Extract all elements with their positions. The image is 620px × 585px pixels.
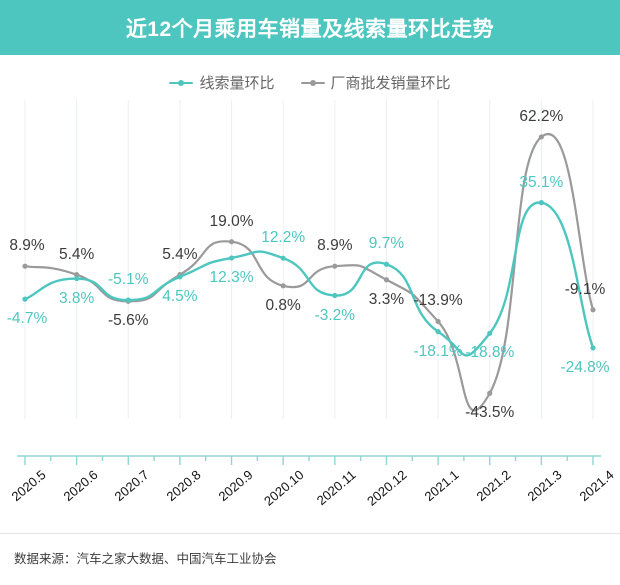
data-label-clue: -3.2%	[314, 306, 356, 324]
chart-plot-area: 8.9% 5.4% -5.6% 5.4% 19.0% 0.8% 8.9% 3.3% -13.9%…	[0, 100, 620, 455]
data-label-clue: -18.8%	[465, 344, 515, 362]
data-point-wholesale[interactable]	[590, 307, 596, 313]
chart-legend: 线索量环比 厂商批发销量环比	[0, 72, 620, 93]
x-axis-tick-label: 2020.11	[313, 467, 359, 509]
data-label-wholesale: -13.9%	[413, 292, 463, 310]
data-point-clue[interactable]	[22, 296, 28, 302]
data-label-clue: -4.7%	[6, 310, 48, 328]
data-point-clue[interactable]	[435, 329, 441, 335]
data-point-clue[interactable]	[383, 261, 390, 267]
source-note: 数据来源：汽车之家大数据、中国汽车工业协会	[14, 552, 277, 566]
data-point-clue[interactable]	[538, 200, 544, 206]
data-point-wholesale[interactable]	[487, 390, 493, 396]
x-axis-tick-label: 2020.8	[163, 467, 204, 505]
data-point-wholesale[interactable]	[435, 318, 441, 325]
data-point-wholesale[interactable]	[332, 263, 338, 269]
data-label-wholesale: 0.8%	[265, 296, 301, 314]
x-axis-line	[17, 455, 601, 465]
header-bar: 近12个月乘用车销量及线索量环比走势	[0, 0, 620, 55]
data-label-clue: 3.8%	[58, 289, 95, 307]
page-title: 近12个月乘用车销量及线索量环比走势	[125, 17, 495, 41]
data-label-clue: 12.2%	[261, 229, 306, 247]
footer-divider	[0, 533, 620, 534]
legend-label: 线索量环比	[199, 75, 275, 92]
data-label-wholesale: -9.1%	[564, 280, 606, 298]
data-label-clue: 35.1%	[519, 173, 564, 191]
data-label-clue: 12.3%	[209, 268, 254, 286]
data-point-clue[interactable]	[177, 274, 183, 280]
series-line-wholesale	[23, 133, 595, 412]
legend-label: 厂商批发销量环比	[330, 75, 451, 92]
legend-line-dot-icon	[169, 77, 194, 89]
x-axis-tick-label: 2021.3	[524, 467, 566, 505]
data-label-wholesale: 5.4%	[162, 245, 198, 263]
data-label-wholesale: -43.5%	[465, 404, 515, 422]
data-point-wholesale[interactable]	[383, 277, 390, 283]
chart-canvas	[22, 100, 596, 419]
x-axis-tick-label: 2021.4	[576, 467, 617, 505]
data-point-wholesale[interactable]	[228, 239, 235, 245]
data-label-wholesale: 62.2%	[519, 107, 564, 125]
data-point-clue[interactable]	[280, 255, 286, 261]
chart-gridlines	[24, 100, 594, 419]
data-label-clue: 4.5%	[162, 287, 198, 305]
data-label-wholesale: 8.9%	[9, 237, 45, 255]
data-point-clue[interactable]	[590, 345, 596, 351]
data-point-clue[interactable]	[487, 330, 493, 336]
x-axis-tick-label: 2020.5	[8, 467, 49, 505]
data-point-wholesale[interactable]	[538, 134, 544, 140]
legend-item-clue-volume[interactable]: 线索量环比	[169, 72, 275, 93]
legend-line-dot-icon	[300, 77, 325, 89]
x-axis-tick-label: 2021.2	[473, 467, 514, 505]
data-point-clue[interactable]	[74, 275, 80, 282]
x-axis-tick-label: 2021.1	[421, 467, 462, 505]
x-axis: 2020.5 2020.6 2020.7 2020.8 2020.9 2020.10 202…	[0, 455, 620, 525]
x-axis-tick-label: 2020.7	[111, 467, 152, 505]
data-point-clue[interactable]	[332, 292, 338, 299]
series-points-clue	[22, 200, 596, 351]
x-axis-tick-label: 2020.9	[215, 467, 256, 505]
data-label-wholesale: 8.9%	[317, 237, 353, 255]
data-point-wholesale[interactable]	[280, 283, 286, 289]
data-label-clue: 9.7%	[368, 235, 405, 253]
data-point-clue[interactable]	[228, 255, 235, 261]
data-point-clue[interactable]	[125, 297, 131, 303]
data-label-wholesale: 3.3%	[368, 290, 405, 308]
data-point-wholesale[interactable]	[22, 263, 28, 269]
data-label-clue: -24.8%	[560, 358, 610, 376]
data-label-wholesale: 5.4%	[58, 245, 95, 263]
x-axis-tick-label: 2020.6	[60, 467, 101, 505]
legend-item-wholesale-volume[interactable]: 厂商批发销量环比	[300, 72, 451, 93]
data-label-wholesale: -5.6%	[108, 312, 149, 330]
data-label-clue: -18.1%	[413, 342, 463, 360]
x-axis-tick-label: 2020.10	[261, 467, 307, 509]
data-label-clue: -5.1%	[108, 271, 149, 289]
data-label-wholesale: 19.0%	[209, 212, 254, 230]
x-axis-tick-label: 2020.12	[364, 467, 411, 509]
data-point-wholesale[interactable]	[74, 272, 80, 278]
